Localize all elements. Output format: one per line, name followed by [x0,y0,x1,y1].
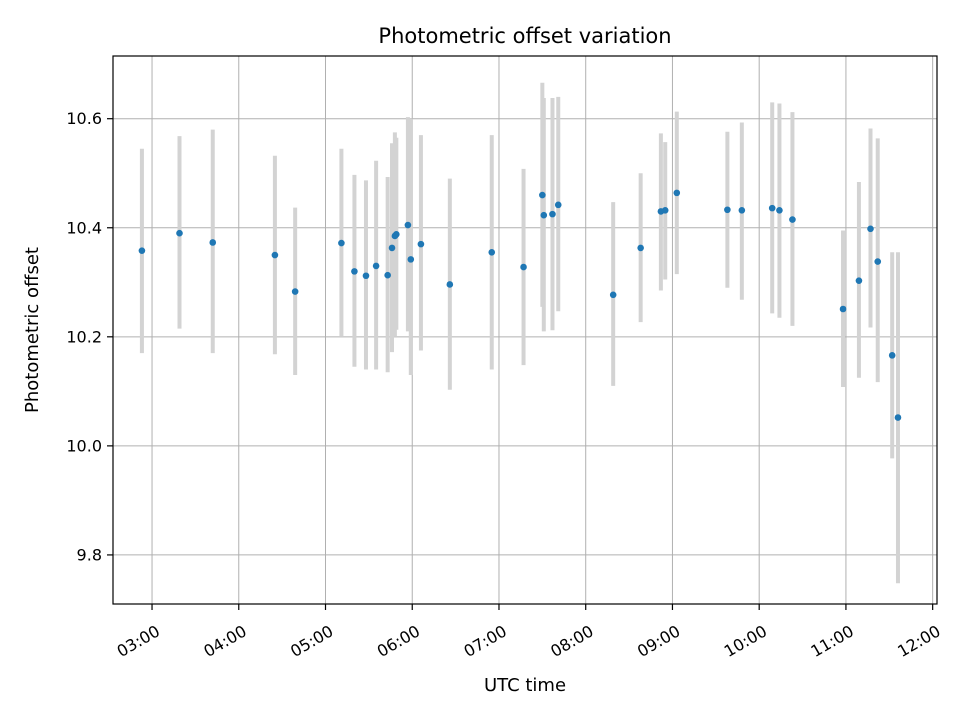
data-point [362,272,370,280]
data-point [446,281,454,288]
data-point [540,211,548,219]
data-point [488,248,496,256]
y-tick-label: 10.0 [66,436,102,455]
data-point [404,221,412,229]
data-point [338,239,345,247]
data-point [673,189,681,197]
data-point [271,251,279,259]
y-axis-title: Photometric offset [22,247,43,413]
y-tick-label: 10.6 [66,109,102,128]
data-point [855,277,863,284]
data-point [637,244,644,252]
data-point [351,268,358,275]
y-tick-label: 9.8 [77,545,102,564]
data-points [138,189,902,421]
data-point [874,258,882,265]
data-point [554,201,562,209]
data-point [407,256,415,263]
data-point [388,244,396,252]
data-point [417,240,425,248]
data-point [291,288,299,295]
data-point [209,239,217,246]
data-point [372,262,380,270]
data-point [609,291,617,299]
data-point [384,271,391,279]
data-point [661,207,669,214]
data-point [867,225,874,233]
plot-frame [112,55,938,605]
data-point [549,210,556,218]
x-axis-title: UTC time [484,675,566,696]
y-tick-label: 10.2 [66,327,102,346]
data-point [768,204,776,212]
y-axis-ticks: 9.8 10.0 10.2 10.4 10.6 [66,109,113,564]
data-point [789,216,796,223]
chart-title: Photometric offset variation [378,24,671,48]
data-point [724,206,731,214]
data-point [520,263,527,271]
data-point [539,191,546,199]
data-point [894,414,902,421]
data-point [839,305,847,313]
data-point [738,207,746,214]
data-point [393,231,400,238]
data-point [888,352,896,359]
data-point [138,247,146,254]
y-tick-label: 10.4 [66,218,102,237]
data-point [176,229,183,237]
data-point [776,207,783,214]
